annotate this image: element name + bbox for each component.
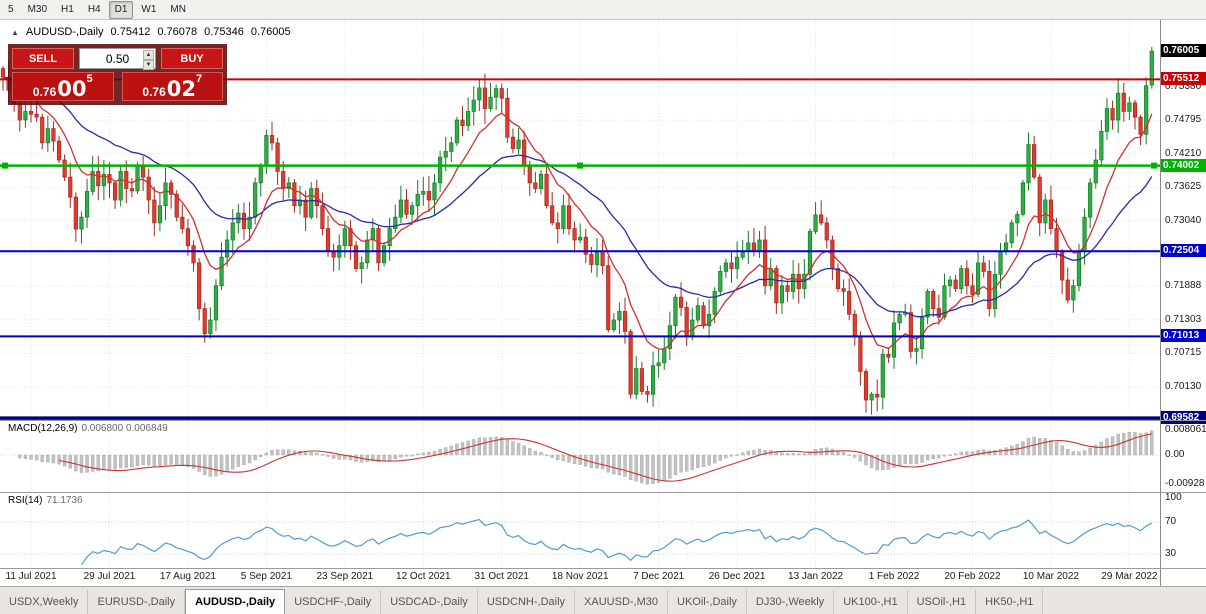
hline-handle[interactable] — [2, 162, 8, 169]
rsi-axis-label: 100 — [1165, 492, 1182, 503]
bid-prefix: 0.76 — [32, 85, 57, 99]
timeframe-button-W1[interactable]: W1 — [141, 4, 157, 15]
volume-spinner[interactable]: ▲ ▼ — [143, 50, 154, 70]
pane-separator-macd[interactable] — [0, 420, 1206, 421]
hline-handle[interactable] — [1151, 162, 1157, 169]
date-label: 17 Aug 2021 — [159, 571, 216, 582]
buy-button[interactable]: BUY — [161, 48, 223, 69]
date-label: 18 Nov 2021 — [551, 571, 609, 582]
ask-big-digits: 02 — [166, 77, 196, 101]
date-label: 26 Dec 2021 — [708, 571, 766, 582]
price-tag: 0.72504 — [1161, 244, 1206, 258]
chart-tab-usdchf-daily[interactable]: USDCHF-,Daily — [285, 590, 382, 614]
chart-tab-eurusd-daily[interactable]: EURUSD-,Daily — [88, 590, 186, 614]
date-label: 13 Jan 2022 — [788, 571, 844, 582]
ask-price-display[interactable]: 0.76 02 7 — [121, 72, 223, 101]
price-axis-label: 0.70130 — [1165, 380, 1202, 392]
hline-handle[interactable] — [577, 162, 583, 169]
date-label: 10 Mar 2022 — [1022, 571, 1079, 582]
bid-big-digits: 00 — [57, 77, 87, 101]
bid-price-display[interactable]: 0.76 00 5 — [12, 72, 114, 101]
price-chart[interactable] — [0, 20, 1160, 586]
ask-prefix: 0.76 — [142, 85, 166, 99]
rsi-name: RSI(14) — [8, 495, 43, 506]
timeframe-button-M30[interactable]: M30 — [27, 4, 48, 15]
rsi-axis-label: 70 — [1165, 516, 1177, 527]
macd-name: MACD(12,26,9) — [8, 423, 78, 434]
timeframe-button-H1[interactable]: H1 — [61, 4, 74, 15]
macd-axis-label: -0.00928 — [1165, 477, 1205, 489]
date-label: 23 Sep 2021 — [316, 571, 374, 582]
rsi-value: 71.1736 — [46, 495, 83, 506]
ohlc-open: 0.75412 — [110, 26, 151, 38]
chart-tab-usdcad-daily[interactable]: USDCAD-,Daily — [381, 590, 478, 614]
date-label: 31 Oct 2021 — [474, 571, 529, 582]
chart-tab-usoil-h1[interactable]: USOil-,H1 — [908, 590, 977, 614]
timeframe-button-D1[interactable]: D1 — [108, 0, 134, 19]
price-axis-label: 0.73625 — [1165, 181, 1202, 193]
rsi-axis-label: 30 — [1165, 548, 1177, 559]
pane-separator-dates — [0, 568, 1206, 569]
bid-pip-sup: 5 — [86, 73, 93, 85]
price-axis-label: 0.75380 — [1165, 80, 1202, 92]
price-axis-label: 0.74210 — [1165, 147, 1202, 159]
price-tag: 0.71013 — [1161, 329, 1206, 343]
date-label: 29 Mar 2022 — [1101, 571, 1158, 582]
price-axis-label: 0.71888 — [1165, 280, 1202, 292]
pane-separator-rsi[interactable] — [0, 492, 1206, 493]
candles — [0, 46, 1154, 415]
macd-axis-label: 0.00 — [1165, 449, 1185, 460]
macd-indicator-label: MACD(12,26,9) 0.006800 0.006849 — [5, 423, 171, 434]
price-tag: 0.69582 — [1161, 411, 1206, 425]
symbol-ohlc-bar: ▲ AUDUSD-,Daily 0.75412 0.76078 0.75346 … — [6, 25, 296, 39]
symbol-arrow-icon: ▲ — [11, 27, 19, 37]
chart-tab-dj30-weekly[interactable]: DJ30-,Weekly — [747, 590, 835, 614]
ask-pip-sup: 7 — [195, 73, 203, 85]
date-label: 20 Feb 2022 — [944, 571, 1001, 582]
ohlc-high: 0.76078 — [157, 26, 198, 38]
date-axis: 11 Jul 2021 29 Jul 2021 17 Aug 2021 5 Sep 2… — [0, 569, 1160, 586]
date-label: 11 Jul 2021 — [5, 571, 57, 582]
price-tag: 0.75512 — [1161, 72, 1206, 86]
volume-input[interactable]: 0.50 ▲ ▼ — [79, 48, 156, 70]
chart-tab-audusd-daily[interactable]: AUDUSD-,Daily — [185, 589, 286, 614]
price-tag: 0.74002 — [1161, 158, 1206, 172]
symbol-title: AUDUSD-,Daily — [25, 26, 104, 38]
date-label: 12 Oct 2021 — [396, 571, 451, 582]
spin-down-icon[interactable]: ▼ — [143, 60, 154, 70]
macd-values: 0.006800 0.006849 — [81, 423, 168, 434]
chart-tab-xauusd-m30[interactable]: XAUUSD-,M30 — [575, 590, 669, 614]
chart-tab-uk100-h1[interactable]: UK100-,H1 — [834, 590, 908, 614]
chart-tabs-bar: USDX,Weekly EURUSD-,Daily AUDUSD-,Daily USD… — [0, 586, 1206, 614]
price-axis: 0.75380 0.74795 0.74210 0.73625 0.73040 0.718… — [1160, 20, 1206, 586]
chart-tab-usdcnh-daily[interactable]: USDCNH-,Daily — [478, 590, 576, 614]
timeframe-button-MN[interactable]: MN — [170, 4, 186, 15]
chart-tab-ukoil-daily[interactable]: UKOil-,Daily — [668, 590, 747, 614]
chart-tab-hk50-h1[interactable]: HK50-,H1 — [976, 590, 1044, 614]
spin-up-icon[interactable]: ▲ — [143, 50, 154, 60]
date-label: 7 Dec 2021 — [633, 571, 685, 582]
volume-value[interactable]: 0.50 — [105, 51, 130, 66]
timeframe-button-H4[interactable]: H4 — [87, 4, 101, 15]
date-label: 5 Sep 2021 — [240, 571, 292, 582]
one-click-trading-panel: SELL 0.50 ▲ ▼ BUY 0.76 00 5 0.76 02 7 — [8, 44, 227, 105]
ohlc-low: 0.75346 — [204, 26, 244, 38]
date-label: 29 Jul 2021 — [83, 571, 136, 582]
timeframe-button-5[interactable]: 5 — [8, 4, 14, 15]
timeframe-toolbar: 5 M30 H1 H4 D1 W1 MN — [0, 0, 1206, 20]
sell-button[interactable]: SELL — [12, 48, 74, 69]
ohlc-close: 0.76005 — [250, 26, 291, 38]
price-axis-label: 0.74795 — [1165, 114, 1202, 126]
chart-tab-usdx-weekly[interactable]: USDX,Weekly — [0, 590, 89, 614]
price-axis-label: 0.71303 — [1165, 313, 1202, 325]
macd-axis-label: 0.008061 — [1165, 424, 1206, 435]
price-axis-label: 0.73040 — [1165, 214, 1202, 226]
date-label: 1 Feb 2022 — [868, 571, 920, 582]
macd-histogram — [18, 430, 1154, 485]
price-axis-label: 0.70715 — [1165, 347, 1202, 359]
rsi-indicator-label: RSI(14) 71.1736 — [5, 495, 86, 506]
price-tag: 0.76005 — [1161, 44, 1206, 58]
